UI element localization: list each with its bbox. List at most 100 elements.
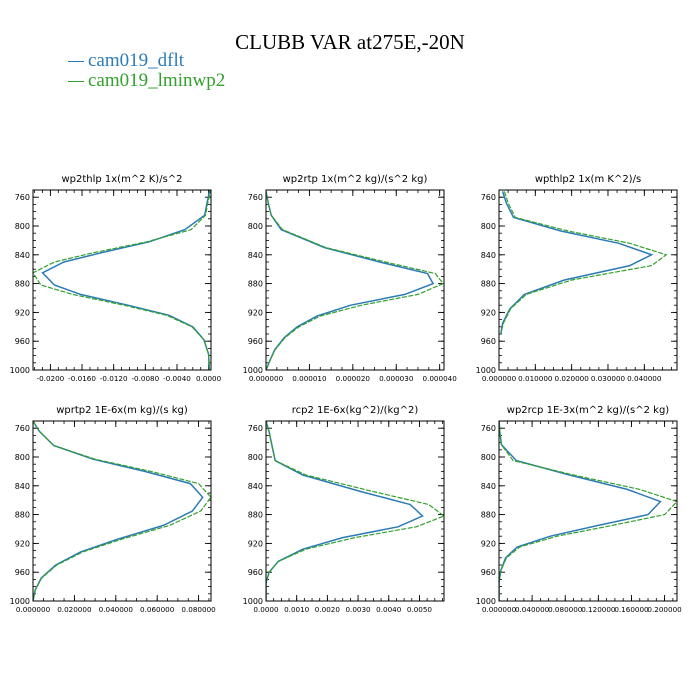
y-tick-label: 1000 — [476, 597, 496, 606]
x-tick-label: 0.000030 — [379, 374, 414, 383]
y-tick-label: 960 — [248, 337, 263, 346]
y-tick-label: 1000 — [476, 366, 496, 375]
series-line-lminwp2 — [33, 190, 211, 370]
x-tick-label: -0.0120 — [100, 374, 128, 383]
x-tick-label: 0.060000 — [140, 605, 175, 614]
y-tick-label: 920 — [481, 539, 496, 548]
x-tick-label: -0.0080 — [131, 374, 159, 383]
y-tick-label: 800 — [481, 453, 496, 462]
series-line-dflt — [33, 421, 204, 601]
y-tick-label: 1000 — [10, 597, 30, 606]
panel-title: wpthlp2 1x(m K^2)/s — [535, 174, 641, 185]
x-tick-label: -0.0040 — [163, 374, 191, 383]
y-tick-label: 920 — [248, 539, 263, 548]
y-tick-label: 840 — [15, 482, 30, 491]
x-tick-label: 0.000000 — [482, 605, 517, 614]
y-tick-label: 960 — [15, 568, 30, 577]
x-tick-label: 0.020000 — [555, 374, 590, 383]
series-line-dflt — [41, 190, 211, 370]
series-line-lminwp2 — [266, 191, 444, 370]
y-tick-label: 760 — [15, 193, 30, 202]
y-tick-label: 880 — [248, 280, 263, 289]
plot-frame — [265, 420, 445, 602]
y-tick-label: 880 — [15, 280, 30, 289]
plot-frame — [498, 420, 678, 602]
y-tick-label: 800 — [15, 222, 30, 231]
y-tick-label: 840 — [248, 482, 263, 491]
series-line-lminwp2 — [33, 421, 211, 601]
y-tick-label: 760 — [481, 424, 496, 433]
x-tick-label: -0.0160 — [68, 374, 96, 383]
y-tick-label: 760 — [248, 424, 263, 433]
legend-line-dflt — [68, 61, 84, 63]
y-tick-label: 880 — [481, 511, 496, 520]
panel-title: wprtp2 1E-6x(m kg)/(s kg) — [56, 405, 188, 416]
plot-frame — [265, 189, 445, 371]
y-tick-label: 840 — [15, 251, 30, 260]
panel-title: rcp2 1E-6x(kg^2)/(kg^2) — [292, 405, 419, 416]
y-tick-label: 760 — [15, 424, 30, 433]
x-tick-label: 0.0010 — [284, 605, 310, 614]
panel-1: wp2rtp 1x(m^2 kg)/(s^2 kg) 760 800 840 880 92… — [243, 174, 458, 383]
series-line-dflt — [266, 421, 424, 601]
figure-title: CLUBB VAR at275E,-20N — [235, 30, 465, 54]
y-tick-label: 800 — [248, 453, 263, 462]
legend-item-dflt: cam019_dflt — [68, 50, 184, 72]
y-tick-label: 800 — [248, 222, 263, 231]
x-tick-label: 0.000000 — [482, 374, 517, 383]
x-tick-label: 0.0000 — [196, 374, 222, 383]
x-tick-label: 0.000020 — [336, 374, 371, 383]
plot-frame — [498, 189, 678, 371]
panel-5: wp2rcp 1E-3x(m^2 kg)/(s^2 kg) 760 800 840 88… — [476, 405, 683, 614]
x-tick-label: 0.160000 — [614, 605, 649, 614]
x-tick-label: 0.020000 — [57, 605, 92, 614]
series-line-lminwp2 — [500, 191, 668, 335]
y-tick-label: 920 — [15, 308, 30, 317]
x-tick-label: 0.0000 — [253, 605, 279, 614]
y-tick-label: 1000 — [243, 366, 263, 375]
y-tick-label: 760 — [481, 193, 496, 202]
x-tick-label: 0.080000 — [181, 605, 216, 614]
panel-0: wp2thlp 1x(m^2 K)/s^2 760 800 840 880 920 960 1… — [10, 174, 222, 383]
y-tick-label: 920 — [248, 308, 263, 317]
y-tick-label: 920 — [481, 308, 496, 317]
x-tick-label: 0.000000 — [249, 374, 284, 383]
y-tick-label: 760 — [248, 193, 263, 202]
x-tick-label: 0.040000 — [627, 374, 662, 383]
x-tick-label: 0.0050 — [407, 605, 433, 614]
series-line-lminwp2 — [266, 421, 444, 601]
y-tick-label: 800 — [15, 453, 30, 462]
x-tick-label: 0.040000 — [99, 605, 134, 614]
legend-item-lminwp2: cam019_lminwp2 — [68, 70, 225, 92]
plot-frame — [32, 420, 212, 602]
y-tick-label: 960 — [248, 568, 263, 577]
x-tick-label: 0.000010 — [292, 374, 327, 383]
y-tick-label: 880 — [248, 511, 263, 520]
x-tick-label: 0.030000 — [591, 374, 626, 383]
x-tick-label: 0.0030 — [345, 605, 371, 614]
x-tick-label: -0.0200 — [37, 374, 65, 383]
panel-3: wprtp2 1E-6x(m kg)/(s kg) 760 800 840 880 920… — [10, 405, 217, 614]
y-tick-label: 960 — [481, 568, 496, 577]
y-tick-label: 840 — [481, 251, 496, 260]
legend-label-dflt: cam019_dflt — [88, 50, 185, 71]
x-tick-label: 0.0040 — [376, 605, 402, 614]
x-tick-label: 0.080000 — [548, 605, 583, 614]
x-tick-label: 0.200000 — [647, 605, 682, 614]
legend-label-lminwp2: cam019_lminwp2 — [88, 70, 226, 91]
series-line-lminwp2 — [499, 421, 677, 601]
y-tick-label: 960 — [481, 337, 496, 346]
panel-4: rcp2 1E-6x(kg^2)/(kg^2) 760 800 840 880 920 96… — [243, 405, 445, 614]
panel-2: wpthlp2 1x(m K^2)/s 760 800 840 880 920 960 100… — [476, 174, 678, 383]
y-tick-label: 880 — [15, 511, 30, 520]
y-tick-label: 840 — [248, 251, 263, 260]
series-line-dflt — [499, 421, 662, 601]
y-tick-label: 880 — [481, 280, 496, 289]
y-tick-label: 920 — [15, 539, 30, 548]
y-tick-label: 800 — [481, 222, 496, 231]
y-tick-label: 1000 — [10, 366, 30, 375]
plot-frame — [32, 189, 212, 371]
series-line-dflt — [266, 191, 435, 370]
x-tick-label: 0.010000 — [518, 374, 553, 383]
